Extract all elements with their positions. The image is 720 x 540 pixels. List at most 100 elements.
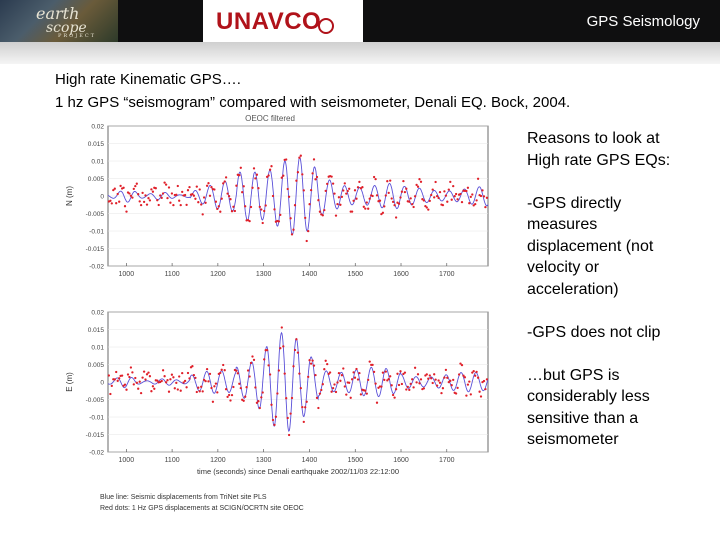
- gps-dot: [397, 383, 401, 387]
- gps-dot: [462, 374, 465, 377]
- gps-dot: [362, 205, 365, 208]
- gps-dot: [210, 185, 213, 189]
- gps-dot: [263, 358, 266, 361]
- x-tick-label: 1200: [210, 457, 226, 464]
- gps-dot: [424, 204, 427, 208]
- gps-dot: [214, 382, 218, 385]
- gps-dot: [156, 199, 159, 202]
- gps-dot: [450, 198, 453, 201]
- gps-dot: [132, 187, 135, 191]
- gps-dot: [409, 197, 412, 200]
- gps-dot: [309, 188, 313, 192]
- gps-dot: [188, 185, 191, 189]
- gps-dot: [207, 380, 210, 383]
- gps-dot: [280, 326, 283, 329]
- gps-dot: [443, 190, 446, 193]
- gps-dot: [361, 186, 364, 189]
- gps-dot: [308, 203, 311, 206]
- gps-dot: [431, 381, 434, 385]
- gps-dot: [137, 387, 140, 390]
- gps-dot: [384, 370, 387, 373]
- gps-dot: [109, 199, 112, 202]
- gps-dot: [258, 205, 261, 209]
- gps-dot: [181, 371, 184, 375]
- gps-dot: [441, 387, 445, 390]
- gps-dot: [358, 180, 361, 184]
- gps-dot: [311, 359, 314, 362]
- gps-dot: [427, 377, 430, 380]
- gps-dot: [469, 393, 472, 396]
- gps-dot: [353, 189, 357, 192]
- gps-dot: [260, 208, 263, 211]
- gps-dot: [238, 382, 241, 385]
- gps-dot: [116, 379, 119, 382]
- gps-dot: [263, 209, 266, 213]
- y-tick-label: 0.02: [91, 310, 104, 317]
- gps-dot: [307, 229, 310, 233]
- gps-dot: [374, 382, 377, 385]
- gps-dot: [150, 188, 153, 191]
- gps-dot: [285, 397, 288, 400]
- gps-dot: [195, 390, 198, 394]
- gps-dot: [474, 202, 477, 206]
- gps-dot: [258, 406, 261, 410]
- gps-dot: [422, 387, 426, 390]
- gps-dot: [328, 371, 332, 374]
- gps-dot: [144, 194, 147, 197]
- gps-dot: [443, 376, 446, 379]
- gps-dot: [181, 190, 184, 194]
- x-tick-label: 1100: [165, 457, 180, 464]
- gps-dot: [305, 239, 308, 243]
- point3-line-4: seismometer: [527, 431, 619, 448]
- gps-dot: [112, 188, 115, 192]
- gps-dot: [141, 191, 144, 195]
- gps-dot: [447, 188, 450, 191]
- gps-dot: [201, 390, 204, 393]
- gps-dot: [324, 359, 327, 362]
- gps-dot: [236, 372, 239, 375]
- gps-dot: [277, 220, 281, 223]
- gps-dot: [331, 386, 335, 390]
- gps-dot: [226, 192, 229, 195]
- gps-dot: [249, 205, 253, 209]
- gps-dot: [223, 369, 226, 372]
- gps-dot: [353, 376, 357, 379]
- gps-dot: [255, 401, 259, 404]
- gps-dot: [435, 384, 439, 387]
- top-plot-yticks: 0.02 0.015 0.01 0.005 0 -0.005 -0.01 -0.015 -0.0…: [86, 124, 105, 271]
- gps-dot: [222, 182, 225, 185]
- gps-dot: [219, 210, 222, 213]
- gps-dot: [355, 367, 358, 371]
- gps-dot: [157, 203, 160, 207]
- gps-dot: [312, 158, 316, 161]
- gps-dot: [356, 378, 360, 381]
- seismogram-figure: OEOC filtered 0.02 0.015 0.01 0.005 0 -0.005 -…: [56, 110, 490, 520]
- gps-dot: [469, 195, 472, 199]
- gps-dot: [271, 418, 275, 422]
- gps-dot: [411, 202, 414, 206]
- gps-dot: [418, 382, 421, 385]
- gps-dot: [176, 184, 179, 188]
- gps-dot: [282, 345, 285, 348]
- gps-dot: [386, 180, 389, 183]
- gps-dot: [368, 197, 371, 200]
- gps-dot: [421, 198, 424, 201]
- gps-dot: [268, 373, 272, 376]
- gps-dot: [394, 216, 398, 219]
- header-divider: [0, 42, 720, 64]
- gps-dot: [167, 390, 171, 393]
- gps-dot: [239, 166, 242, 169]
- gps-dot: [179, 203, 182, 207]
- gps-dot: [387, 377, 390, 381]
- gps-dot: [153, 387, 156, 390]
- gps-dot: [472, 369, 475, 373]
- x-tick-label: 1100: [165, 271, 180, 278]
- gps-dot: [416, 185, 420, 188]
- gps-dot: [377, 386, 380, 389]
- gps-dot: [204, 201, 207, 204]
- gps-dot: [463, 376, 467, 379]
- gps-dot: [148, 199, 152, 202]
- gps-dot: [229, 198, 232, 201]
- gps-dot: [301, 173, 304, 176]
- gps-dot: [115, 370, 118, 374]
